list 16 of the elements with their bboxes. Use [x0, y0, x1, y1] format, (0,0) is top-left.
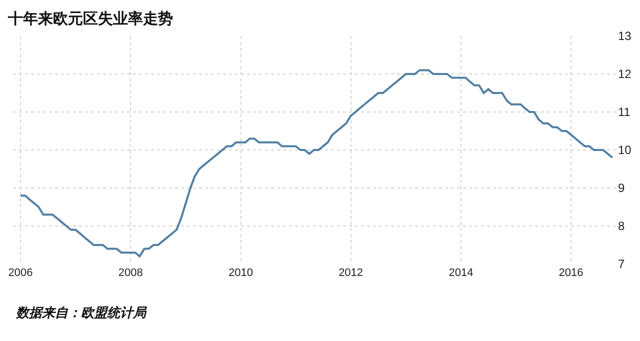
x-tick-label: 2016 — [558, 267, 584, 279]
y-tick-label: 10 — [618, 143, 632, 158]
y-tick-label: 9 — [618, 181, 625, 196]
text: 数据来自：欧盟统计局 — [15, 305, 147, 321]
x-tick-label: 2008 — [118, 267, 143, 279]
x-tick-label: 2014 — [448, 267, 474, 279]
chart-title: 十年来欧元区失业率走势 — [7, 9, 173, 28]
y-tick-label: 11 — [618, 105, 631, 120]
y-tick-label: 12 — [618, 67, 632, 82]
x-tick-label: 2006 — [8, 267, 33, 279]
line-series — [20, 69, 614, 258]
x-tick-label: 2012 — [338, 267, 364, 279]
x-tick-label: 2010 — [228, 267, 253, 279]
y-tick-label: 8 — [618, 219, 625, 234]
y-tick-label: 7 — [618, 257, 625, 272]
y-tick-label: 13 — [618, 29, 632, 44]
